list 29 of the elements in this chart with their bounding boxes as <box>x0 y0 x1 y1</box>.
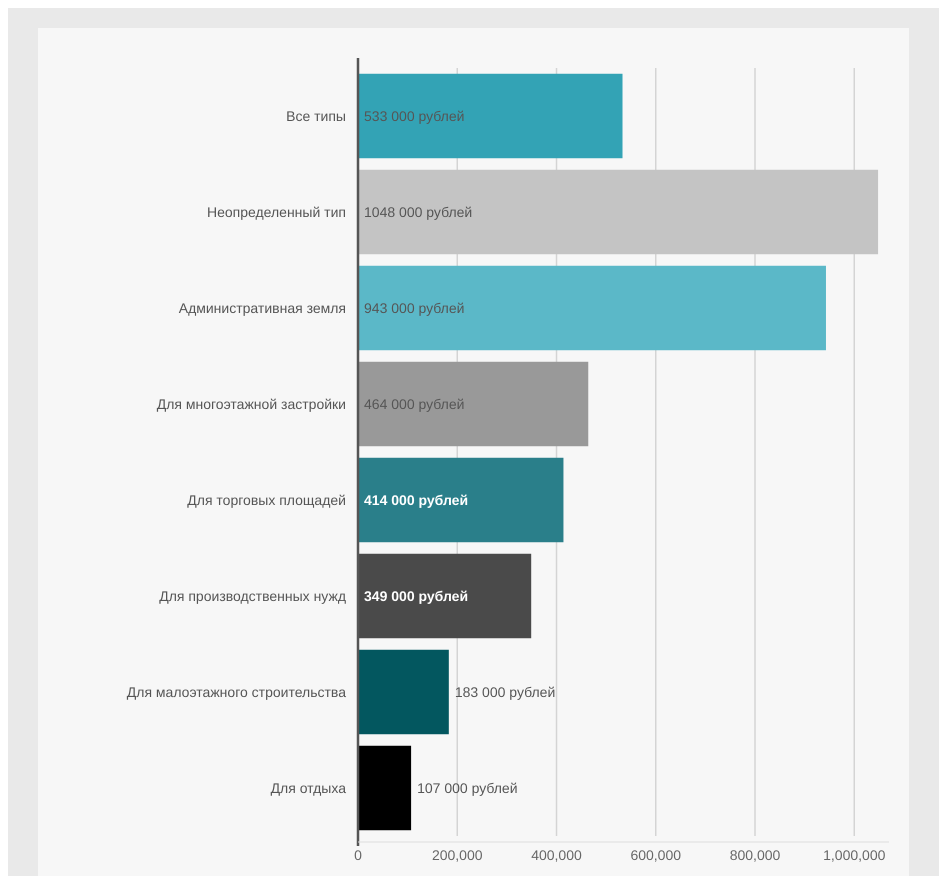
y-tick-label: Для производственных нужд <box>159 588 346 604</box>
bar <box>358 458 564 542</box>
x-tick-label: 200,000 <box>432 847 483 863</box>
x-tick-label: 600,000 <box>630 847 682 863</box>
bar <box>358 650 449 734</box>
y-tick-label: Для отдыха <box>270 780 346 796</box>
x-tick-label: 1,000,000 <box>823 847 886 863</box>
data-label: 464 000 рублей <box>364 396 464 412</box>
bar <box>358 746 412 830</box>
data-label: 349 000 рублей <box>364 588 468 604</box>
x-tick-label: 0 <box>354 847 362 863</box>
bar <box>358 362 588 446</box>
data-label: 183 000 рублей <box>454 684 556 700</box>
bar <box>358 170 878 254</box>
data-label: 533 000 рублей <box>364 108 464 124</box>
y-tick-label: Неопределенный тип <box>206 204 346 220</box>
y-tick-label: Для многоэтажной застройки <box>156 396 346 412</box>
data-label: 943 000 рублей <box>364 300 464 316</box>
y-tick-label: Административная земля <box>178 300 346 316</box>
bar <box>358 266 826 350</box>
y-tick-label: Для малоэтажного строительства <box>126 684 346 700</box>
x-tick-label: 800,000 <box>730 847 781 863</box>
data-label: 107 000 рублей <box>417 780 518 796</box>
x-tick-label: 400,000 <box>531 847 582 863</box>
bar <box>358 74 623 158</box>
data-label: 1048 000 рублей <box>364 204 472 220</box>
data-label: 414 000 рублей <box>364 492 468 508</box>
y-tick-label: Для торговых площадей <box>187 492 346 508</box>
y-tick-label: Все типы <box>286 108 346 124</box>
